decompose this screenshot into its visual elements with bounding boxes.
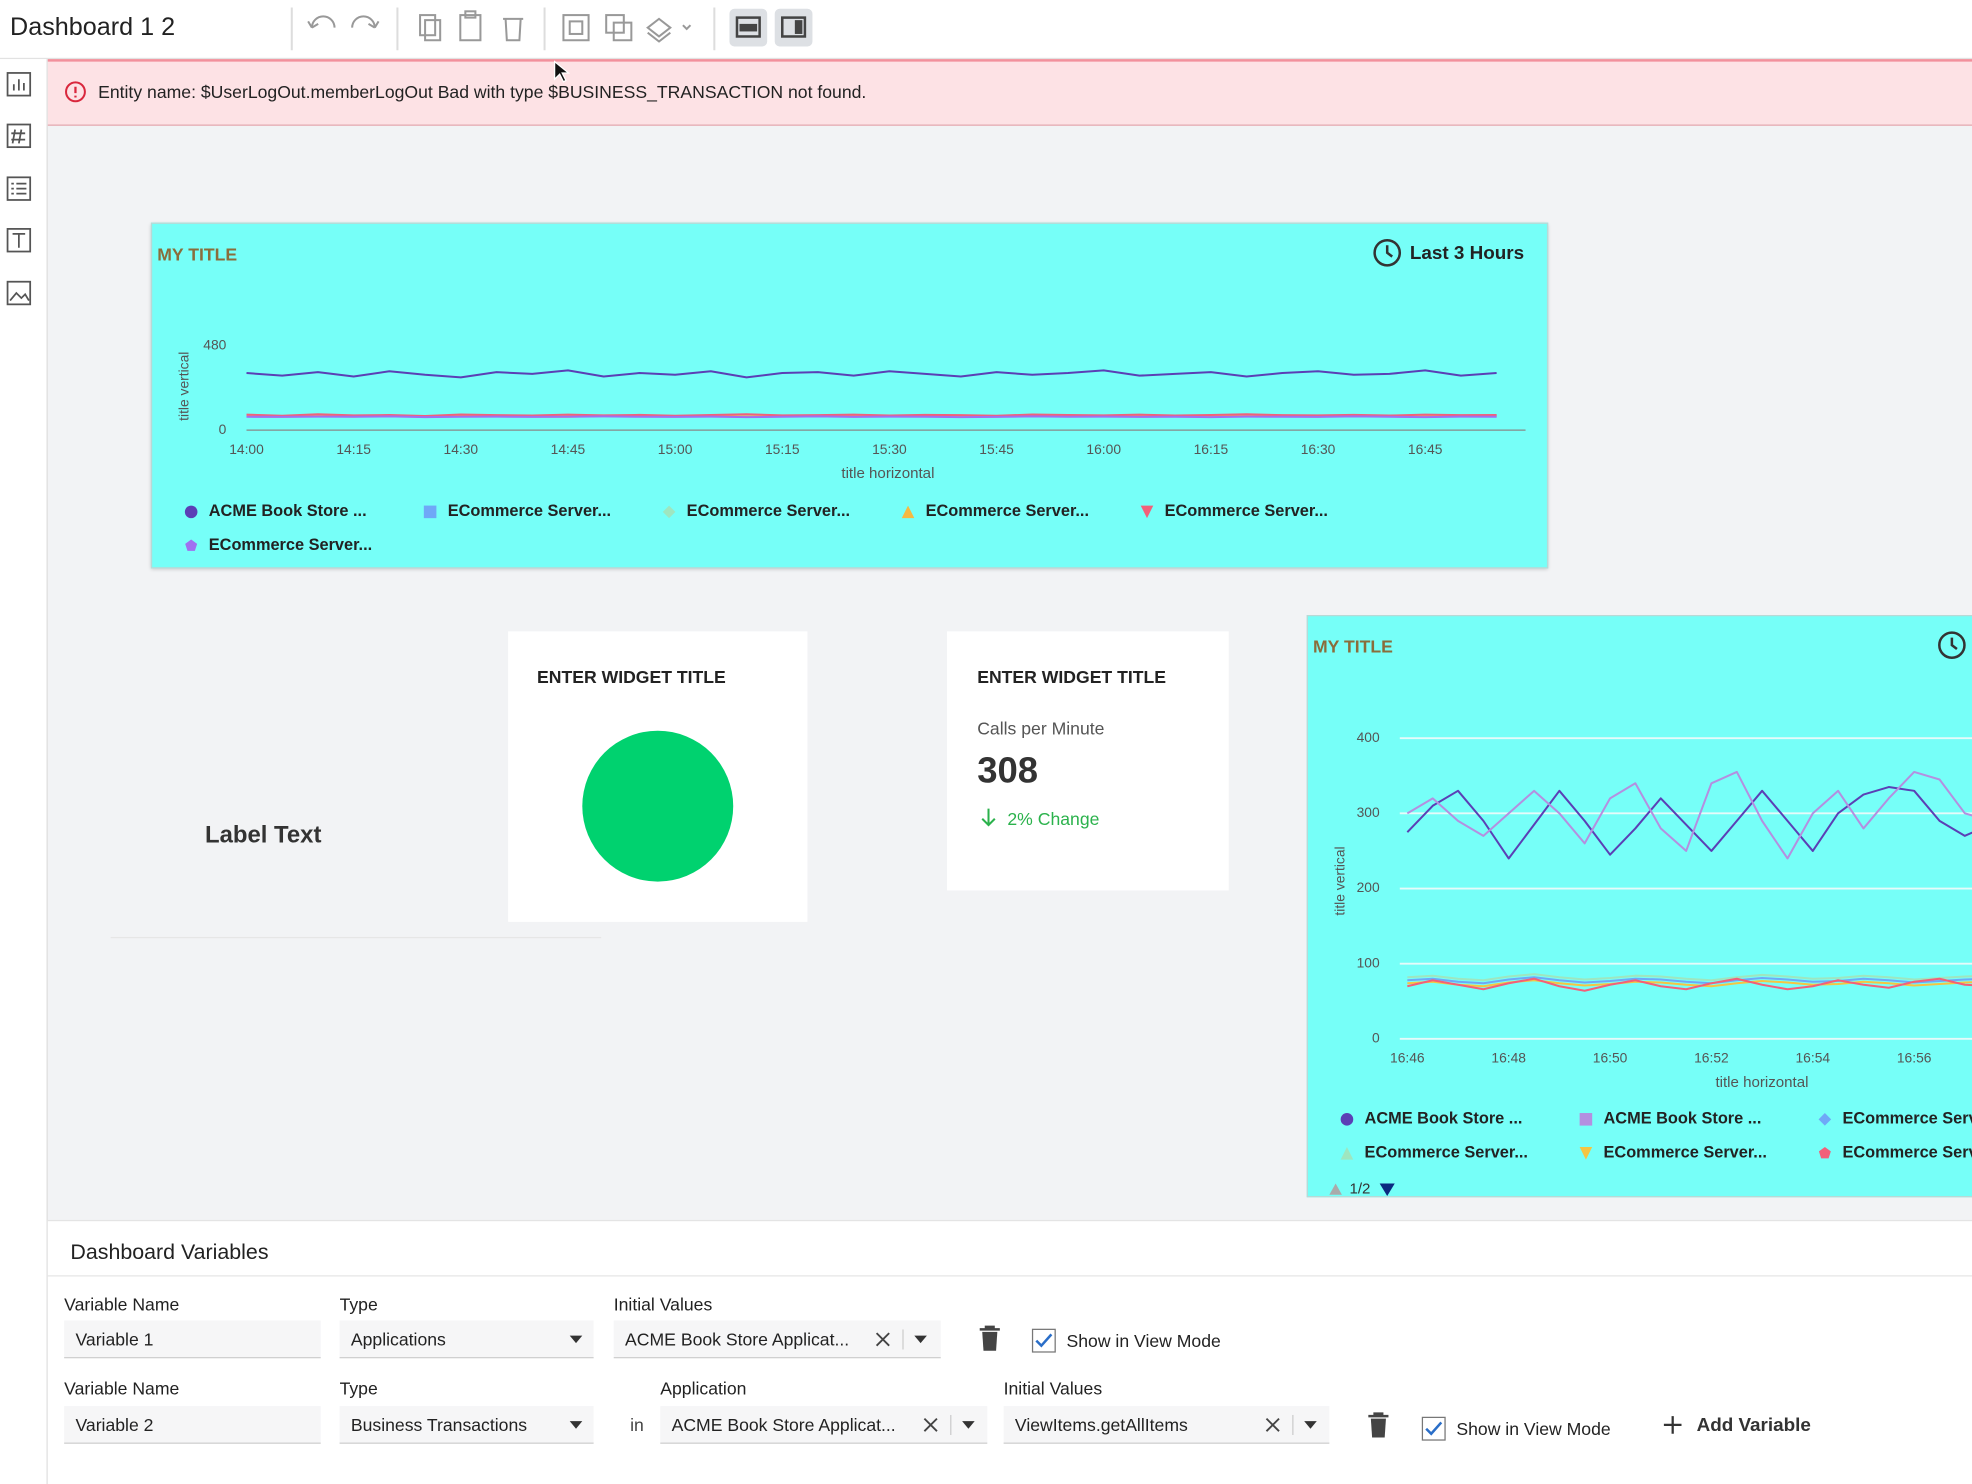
legend-label: ECommerce Server... xyxy=(1842,1144,1972,1162)
y-tick-label: 100 xyxy=(1357,954,1380,970)
pagination: 1/2 xyxy=(1349,1181,1370,1198)
x-tick-label: 15:45 xyxy=(979,441,1014,457)
legend-label: ECommerce Server... xyxy=(1165,502,1328,520)
legend-label: ECommerce Server... xyxy=(926,502,1089,520)
legend-marker xyxy=(185,540,197,551)
variables-panel: Dashboard Variables Variable Name Variab… xyxy=(48,1220,1972,1484)
text-input[interactable]: Variable 1 xyxy=(64,1321,321,1359)
field-label: Variable Name xyxy=(64,1378,179,1398)
legend-marker xyxy=(1819,1147,1831,1158)
y-tick-label: 480 xyxy=(203,337,226,353)
checkbox[interactable] xyxy=(1421,1416,1446,1441)
x-tick-label: 16:00 xyxy=(1086,441,1121,457)
caret xyxy=(568,1333,583,1346)
legend-marker xyxy=(902,506,915,519)
x-tick-label: 16:48 xyxy=(1491,1050,1526,1066)
y-tick-label: 300 xyxy=(1357,804,1380,820)
delete-variable[interactable] xyxy=(1367,1411,1390,1439)
x-tick-label: 16:46 xyxy=(1390,1050,1425,1066)
field-label: Type xyxy=(340,1294,378,1314)
legend-marker xyxy=(1141,506,1154,519)
checkbox-label: Show in View Mode xyxy=(1066,1331,1220,1351)
select[interactable]: Business Transactions xyxy=(340,1406,594,1444)
field-label: Initial Values xyxy=(614,1294,713,1314)
field-label: Initial Values xyxy=(1004,1378,1103,1398)
text-input[interactable]: Variable 2 xyxy=(64,1406,321,1444)
y-tick-label: 400 xyxy=(1357,729,1380,745)
page-next xyxy=(1380,1183,1395,1196)
divider xyxy=(48,1275,1972,1276)
series-line xyxy=(247,370,1497,377)
y-tick-label: 0 xyxy=(219,421,227,437)
x-tick-label: 15:00 xyxy=(658,441,693,457)
x-tick-label: 16:50 xyxy=(1593,1050,1628,1066)
y-tick-label: 200 xyxy=(1357,879,1380,895)
legend-marker xyxy=(1341,1113,1354,1126)
x-axis-title: title horizontal xyxy=(1715,1074,1808,1091)
legend-marker xyxy=(1580,1147,1593,1160)
x-tick-label: 14:00 xyxy=(229,441,264,457)
legend-label: ECommerce Server... xyxy=(1604,1144,1767,1162)
y-axis-title: title vertical xyxy=(1331,846,1347,915)
legend-label: ECommerce Server... xyxy=(209,536,372,554)
legend-label: ACME Book Store ... xyxy=(1604,1110,1762,1128)
x-tick-label: 16:15 xyxy=(1194,441,1229,457)
x-tick-label: 14:30 xyxy=(444,441,479,457)
panel-title: Dashboard Variables xyxy=(70,1240,268,1265)
select-controls[interactable] xyxy=(873,1329,936,1349)
select-controls[interactable] xyxy=(921,1415,984,1435)
plus-icon xyxy=(1663,1415,1683,1435)
checkbox[interactable] xyxy=(1031,1328,1056,1353)
x-tick-label: 14:45 xyxy=(551,441,586,457)
caret xyxy=(568,1419,583,1432)
x-tick-label: 15:30 xyxy=(872,441,907,457)
connector: in xyxy=(630,1415,644,1435)
legend-marker xyxy=(424,506,437,519)
y-tick-label: 0 xyxy=(1372,1029,1380,1045)
delete-variable[interactable] xyxy=(978,1324,1001,1352)
x-axis-title: title horizontal xyxy=(841,465,934,482)
select[interactable]: Applications xyxy=(340,1321,594,1359)
x-tick-label: 14:15 xyxy=(336,441,371,457)
legend-marker xyxy=(1341,1147,1354,1160)
legend-label: ECommerce Server... xyxy=(1365,1144,1528,1162)
x-tick-label: 16:45 xyxy=(1408,441,1443,457)
series-line xyxy=(247,414,1497,416)
legend-marker xyxy=(185,506,198,519)
x-tick-label: 16:52 xyxy=(1694,1050,1729,1066)
select-controls[interactable] xyxy=(1263,1415,1326,1435)
series-line xyxy=(1407,787,1972,858)
series-line xyxy=(1407,772,1972,859)
field-label: Type xyxy=(340,1378,378,1398)
x-tick-label: 15:15 xyxy=(765,441,800,457)
x-tick-label: 16:54 xyxy=(1795,1050,1830,1066)
x-tick-label: 16:30 xyxy=(1301,441,1336,457)
legend-marker xyxy=(1580,1113,1593,1126)
x-tick-label: 16:56 xyxy=(1897,1050,1932,1066)
series-line xyxy=(247,416,1497,417)
legend-label: ACME Book Store ... xyxy=(1365,1110,1523,1128)
legend-label: ECommerce Server... xyxy=(687,502,850,520)
cursor xyxy=(553,60,571,85)
legend-marker xyxy=(663,506,676,519)
legend-marker xyxy=(1819,1113,1832,1126)
checkbox-label: Show in View Mode xyxy=(1456,1419,1610,1439)
field-label: Application xyxy=(660,1378,746,1398)
y-axis-title: title vertical xyxy=(176,352,192,421)
add-variable[interactable]: Add Variable xyxy=(1697,1415,1811,1436)
legend-label: ECommerce Server... xyxy=(448,502,611,520)
field-label: Variable Name xyxy=(64,1294,179,1314)
legend-label: ECommerce Server... xyxy=(1842,1110,1972,1128)
legend-label: ACME Book Store ... xyxy=(209,502,367,520)
page-prev[interactable] xyxy=(1329,1183,1342,1194)
